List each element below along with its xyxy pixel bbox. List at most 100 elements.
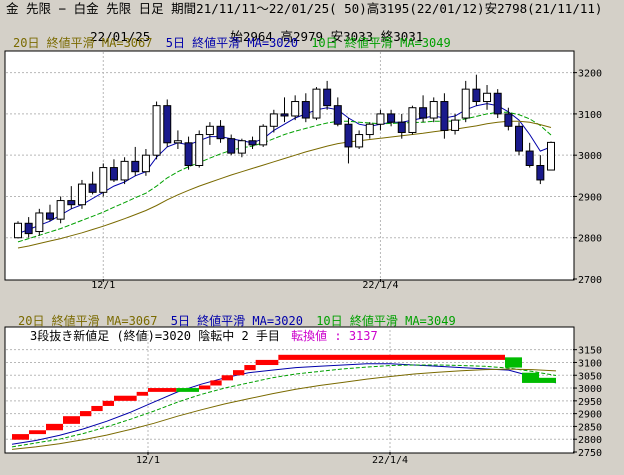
candle-body — [205, 125, 214, 136]
candle-body — [451, 119, 460, 131]
tlb-brick — [539, 377, 556, 383]
candle-body — [184, 142, 193, 167]
candle-body — [440, 101, 449, 131]
candle-body — [152, 105, 161, 156]
tlb-brick — [278, 354, 505, 360]
candle-body — [483, 92, 492, 103]
candle — [237, 138, 246, 158]
tlb-ytick-label: 3000 — [578, 384, 602, 395]
price-ytick-label: 2800 — [578, 234, 602, 245]
candle-body — [461, 88, 470, 119]
candle-body — [387, 113, 396, 123]
legend-ma20: 20日 終値平滑 MA=3067 — [13, 35, 152, 50]
candle-body — [24, 222, 33, 235]
candle-body — [493, 92, 502, 115]
candle-body — [173, 140, 182, 144]
candle-body — [77, 183, 86, 206]
tlb-ytick-label: 2750 — [578, 448, 602, 459]
candle — [56, 196, 65, 224]
candle-body — [99, 167, 108, 193]
candle — [248, 136, 257, 149]
candle-body — [472, 88, 481, 103]
candle — [429, 97, 438, 123]
candle — [269, 109, 278, 133]
tlb-brick — [91, 405, 103, 412]
ma20-line — [17, 120, 552, 249]
candle — [227, 134, 236, 156]
candle — [99, 163, 108, 197]
legend-ma5-lower: 5日 終値平滑 MA=3020 — [171, 313, 303, 328]
candle-body — [67, 200, 76, 206]
tlb-panel-legend: 20日 終値平滑 MA=3067 5日 終値平滑 MA=3020 10日 終値平… — [18, 313, 456, 328]
chart-title: 金 先限 − 白金 先限 日足 期間21/11/11〜22/01/25( 50)… — [6, 1, 603, 16]
tlb-description: 3段抜き新値足 (終値)=3020 陰転中 2 手目 — [30, 328, 280, 343]
tlb-ytick-label: 2800 — [578, 435, 602, 446]
tlb-brick — [29, 430, 46, 435]
candle — [493, 89, 502, 119]
candle-body — [259, 125, 268, 146]
tlb-brick — [233, 370, 245, 376]
tlb-signal: 転換値 : 3137 — [291, 328, 378, 343]
candle — [14, 221, 22, 239]
date-xtick-label: 22/1/4 — [362, 280, 398, 291]
candle — [141, 148, 150, 176]
candle — [312, 87, 321, 121]
candle — [195, 130, 204, 168]
tlb-brick — [210, 380, 222, 386]
price-ytick-label: 2700 — [578, 275, 602, 286]
candle — [419, 95, 428, 123]
legend-ma5: 5日 終値平滑 MA=3020 — [166, 35, 298, 50]
candle-body — [408, 107, 417, 133]
tlb-brick — [221, 375, 233, 381]
candle-body — [195, 134, 204, 167]
candle — [547, 141, 555, 171]
candle — [323, 80, 332, 110]
candle — [291, 95, 300, 121]
price-ytick-label: 3000 — [578, 151, 602, 162]
tlb-xtick-label: 22/1/4 — [372, 455, 408, 466]
candle — [120, 157, 129, 185]
candle — [483, 85, 492, 110]
legend-ma10: 10日 終値平滑 MA=3049 — [311, 35, 450, 50]
ohlc-summary: 22/01/25 始2964 高2979 安3033 終3031 — [6, 16, 423, 58]
candle-body — [227, 138, 236, 154]
candle-body — [397, 121, 406, 133]
candle-body — [301, 101, 310, 119]
candle-body — [429, 101, 438, 119]
candle-body — [88, 183, 97, 193]
tlb-ma5-line — [11, 363, 557, 445]
candle-body — [365, 123, 374, 136]
candle — [344, 118, 353, 164]
tlb-brick — [255, 359, 279, 366]
candle — [355, 130, 364, 149]
candle — [365, 122, 374, 139]
candle-body — [163, 105, 172, 144]
candle — [440, 93, 449, 139]
candle-body — [419, 107, 428, 119]
candle-body — [515, 125, 524, 152]
tlb-brick — [244, 365, 256, 371]
candle-body — [547, 141, 555, 171]
candle — [67, 186, 76, 209]
candle-body — [525, 150, 534, 167]
candle — [35, 208, 44, 236]
candle — [472, 74, 481, 106]
price-ytick-label: 3100 — [578, 110, 602, 121]
candle — [163, 99, 172, 147]
candle — [376, 109, 385, 131]
candle-body — [376, 113, 385, 125]
tlb-brick — [46, 423, 63, 431]
candle — [152, 101, 161, 160]
candle-body — [35, 212, 44, 233]
tlb-ytick-label: 2950 — [578, 397, 602, 408]
candle — [397, 113, 406, 139]
tlb-status-line: 3段抜き新値足 (終値)=3020 陰転中 2 手目 転換値 : 3137 — [30, 328, 378, 343]
candle-body — [216, 125, 225, 140]
tlb-ytick-label: 3150 — [578, 346, 602, 357]
candle — [109, 159, 118, 183]
candle — [387, 109, 396, 127]
candle — [205, 122, 214, 145]
candle-body — [536, 165, 545, 181]
